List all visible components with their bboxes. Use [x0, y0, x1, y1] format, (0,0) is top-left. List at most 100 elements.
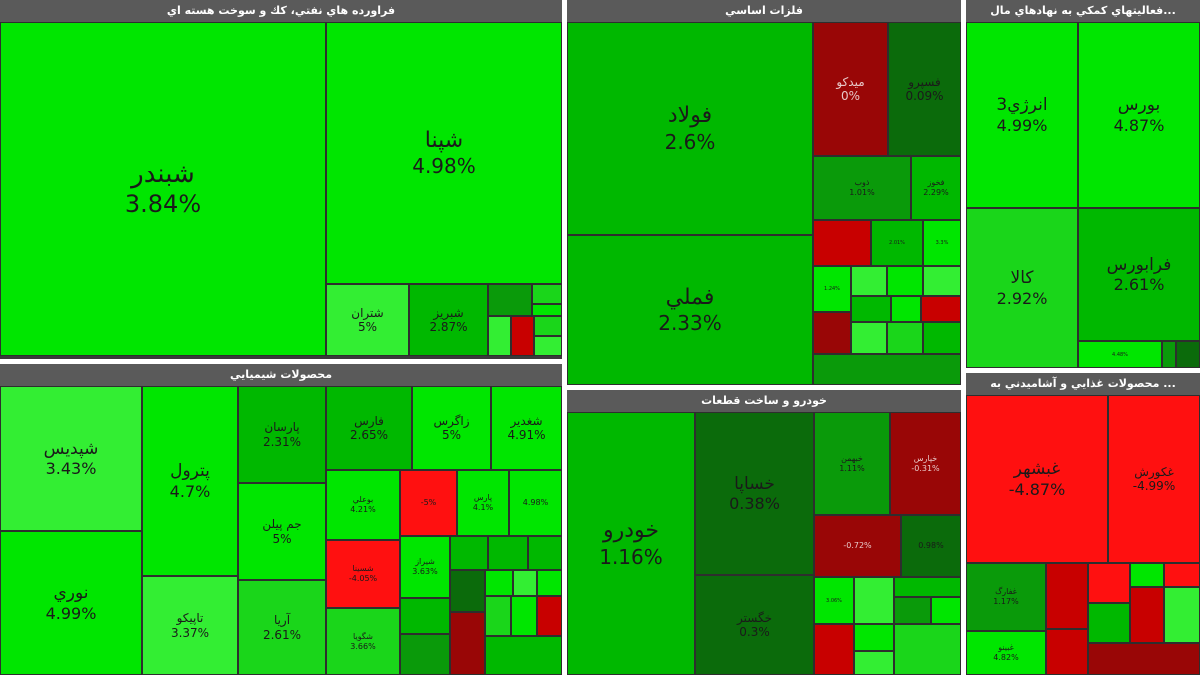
tile-booali[interactable]: بوعلي 4.21%: [326, 470, 400, 540]
tile-small[interactable]: [511, 596, 537, 636]
tile-small[interactable]: [851, 266, 887, 296]
tile-jam-pilen[interactable]: جم پيلن 5%: [238, 483, 326, 580]
tile-small[interactable]: [1130, 563, 1164, 587]
tile-boors[interactable]: بورس 4.87%: [1078, 22, 1200, 208]
tile-small[interactable]: [923, 266, 961, 296]
tile-small[interactable]: [488, 316, 511, 356]
tile-shetran[interactable]: شتران 5%: [326, 284, 409, 356]
tile-small[interactable]: [485, 636, 562, 675]
tile-khebahman[interactable]: خبهمن 1.11%: [814, 412, 890, 515]
tile-small[interactable]: [450, 536, 488, 570]
tile-fasepa[interactable]: فسپرو 0.09%: [888, 22, 961, 156]
tile-small[interactable]: [534, 336, 562, 356]
tile-noori[interactable]: نوري 4.99%: [0, 531, 142, 675]
tile-small[interactable]: 2.01%: [871, 220, 923, 266]
tile-small[interactable]: [813, 220, 871, 266]
tile-foolad[interactable]: فولاد 2.6%: [567, 22, 813, 235]
tile-khodro[interactable]: خودرو 1.16%: [567, 412, 695, 675]
tile-small[interactable]: [854, 651, 894, 675]
tile-small[interactable]: [513, 570, 537, 596]
tile-green[interactable]: 4.98%: [509, 470, 562, 536]
tile-small[interactable]: [485, 596, 511, 636]
tile-small[interactable]: [1164, 587, 1200, 643]
tile-shiraz[interactable]: شيراز 3.63%: [400, 536, 450, 598]
tile-small[interactable]: [891, 296, 921, 322]
tile-small[interactable]: [894, 597, 931, 624]
tile-parsan[interactable]: پارسان 2.31%: [238, 386, 326, 483]
tile-small[interactable]: [854, 577, 894, 624]
tile-small[interactable]: [528, 536, 562, 570]
tile-fakhoz[interactable]: فخوز 2.29%: [911, 156, 961, 220]
tile-small[interactable]: [1164, 563, 1200, 587]
tile-tapiko[interactable]: تاپيكو 3.37%: [142, 576, 238, 675]
tile-pars[interactable]: پارس 4.1%: [457, 470, 509, 536]
tile-khegostar[interactable]: خگستر 0.3%: [695, 575, 814, 675]
tile-small[interactable]: [532, 304, 562, 316]
tile-small[interactable]: [814, 624, 854, 675]
tile-energy3[interactable]: انرژي3 4.99%: [966, 22, 1078, 208]
tile-small[interactable]: [511, 316, 534, 356]
tile-faraboors[interactable]: فرابورس 2.61%: [1078, 208, 1200, 341]
tile-shabandar[interactable]: شبندر 3.84%: [0, 22, 326, 356]
tile-small[interactable]: [1046, 629, 1088, 675]
tile-small[interactable]: [813, 312, 851, 354]
tile-small[interactable]: [1130, 587, 1164, 643]
tile-shebriz[interactable]: شبريز 2.87%: [409, 284, 488, 356]
tile-kala[interactable]: كالا 2.92%: [966, 208, 1078, 368]
tile-zagros[interactable]: زاگرس 5%: [412, 386, 491, 470]
tile-small[interactable]: [851, 322, 887, 354]
tile-red[interactable]: -0.72%: [814, 515, 901, 577]
tile-arya[interactable]: آريا 2.61%: [238, 580, 326, 675]
tile-small[interactable]: [887, 266, 923, 296]
tile-small[interactable]: [537, 570, 562, 596]
tile-small[interactable]: [894, 624, 961, 675]
tile-small[interactable]: [1088, 563, 1130, 603]
tile-small[interactable]: 1.24%: [813, 266, 851, 312]
tile-small[interactable]: [1088, 643, 1200, 675]
tile-small[interactable]: [854, 624, 894, 651]
tile-small[interactable]: [400, 598, 450, 634]
tile-small[interactable]: [1176, 341, 1200, 368]
tile-green[interactable]: 0.98%: [901, 515, 961, 577]
tile-small[interactable]: [534, 316, 562, 336]
tile-ghekoorosh[interactable]: غكورش -4.99%: [1108, 395, 1200, 563]
tile-small[interactable]: [851, 296, 891, 322]
tile-small[interactable]: [450, 612, 485, 675]
tile-small[interactable]: [894, 577, 961, 597]
tile-ghefarg[interactable]: غفارگ 1.17%: [966, 563, 1046, 631]
tile-shepdis[interactable]: شپديس 3.43%: [0, 386, 142, 531]
tile-red[interactable]: -5%: [400, 470, 457, 536]
tile-midco[interactable]: ميدكو 0%: [813, 22, 888, 156]
tile-small[interactable]: [532, 284, 562, 304]
tile-small[interactable]: [1046, 563, 1088, 629]
tile-ghebino[interactable]: غبينو 4.82%: [966, 631, 1046, 675]
tile-petrol[interactable]: پترول 4.7%: [142, 386, 238, 576]
tile-small[interactable]: [923, 322, 961, 354]
tile-fars[interactable]: فارس 2.65%: [326, 386, 412, 470]
tile-fameli[interactable]: فملي 2.33%: [567, 235, 813, 385]
tile-shegoya[interactable]: شگويا 3.66%: [326, 608, 400, 675]
tile-ghebeshahr[interactable]: غبشهر -4.87%: [966, 395, 1108, 563]
tile-small[interactable]: [537, 596, 562, 636]
tile-small[interactable]: [921, 296, 961, 322]
panel-title: فلزات اساسي: [567, 0, 961, 22]
tile-khsapa[interactable]: خساپا 0.38%: [695, 412, 814, 575]
tile-small[interactable]: [887, 322, 923, 354]
tile-small[interactable]: [1162, 341, 1176, 368]
tile-small[interactable]: [813, 354, 961, 385]
tile-small[interactable]: [450, 570, 485, 612]
tile-small[interactable]: [488, 536, 528, 570]
tile-small[interactable]: 3.3%: [923, 220, 961, 266]
tile-small[interactable]: 3.06%: [814, 577, 854, 624]
tile-small[interactable]: 4.48%: [1078, 341, 1162, 368]
tile-small[interactable]: [485, 570, 513, 596]
tile-small[interactable]: [931, 597, 961, 624]
tile-small[interactable]: [488, 284, 532, 316]
tile-shesina[interactable]: شسينا -4.05%: [326, 540, 400, 608]
tile-small[interactable]: [1088, 603, 1130, 643]
tile-shaghadir[interactable]: شغدير 4.91%: [491, 386, 562, 470]
tile-small[interactable]: [400, 634, 450, 675]
tile-shepna[interactable]: شپنا 4.98%: [326, 22, 562, 284]
tile-khepars[interactable]: خپارس -0.31%: [890, 412, 961, 515]
tile-zob[interactable]: ذوب 1.01%: [813, 156, 911, 220]
